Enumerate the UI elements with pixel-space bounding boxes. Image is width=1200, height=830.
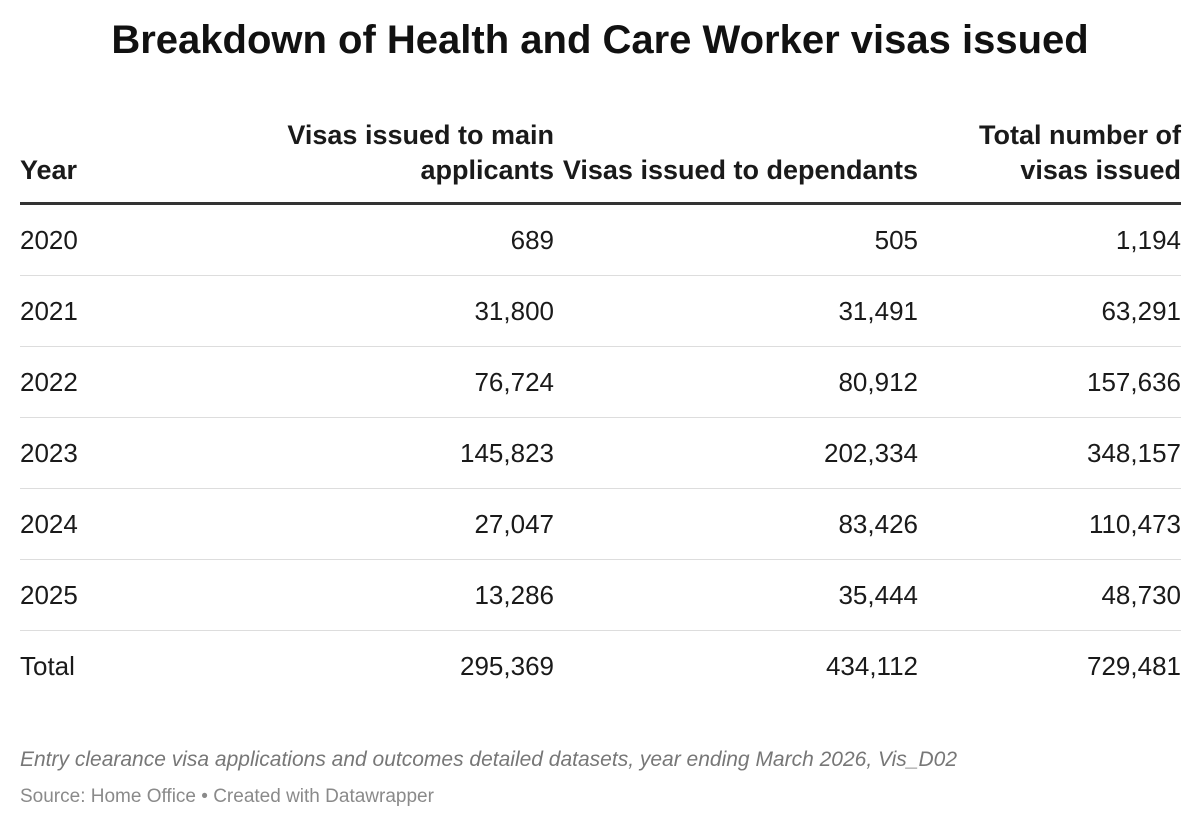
cell-year: 2023 [20,417,210,489]
cell-year: Total [20,650,75,681]
cell-main-applicants: 689 [210,203,554,276]
cell-dependants: 202,334 [554,417,918,489]
cell-year: 2024 [20,488,210,560]
cell-year: 2021 [20,275,210,347]
cell-total: 63,291 [918,275,1181,347]
cell-main-applicants: 31,800 [210,275,554,347]
table-row: 2021 31,800 31,491 63,291 [20,275,1181,347]
column-header-year: Year [20,118,210,205]
chart-notes: Entry clearance visa applications and ou… [20,748,958,771]
data-table: Year Visas issued to main applicants Vis… [20,118,1181,701]
cell-dependants: 83,426 [554,488,918,560]
table-header: Year Visas issued to main applicants Vis… [20,118,1181,205]
chart-source: Source: Home Office • Created with Dataw… [20,786,434,807]
cell-dependants: 505 [554,203,918,276]
cell-total: 110,473 [918,488,1181,560]
cell-main-applicants: 76,724 [210,346,554,418]
column-header-dependants: Visas issued to dependants [554,118,918,205]
cell-total: 729,481 [1087,650,1181,681]
cell-year: 2025 [20,559,210,631]
table-row: 2024 27,047 83,426 110,473 [20,488,1181,560]
cell-dependants: 35,444 [554,559,918,631]
chart-title: Breakdown of Health and Care Worker visa… [111,18,1089,62]
cell-total: 48,730 [918,559,1181,631]
table-row: 2025 13,286 35,444 48,730 [20,559,1181,631]
total-row: Total 295,369 434,112 729,481 [20,631,1181,702]
table-row: 2020 689 505 1,194 [20,203,1181,276]
cell-main-applicants: 295,369 [460,650,554,681]
table-row: 2023 145,823 202,334 348,157 [20,417,1181,489]
header-row: Year Visas issued to main applicants Vis… [20,118,1181,205]
column-header-main-applicants: Visas issued to main applicants [210,118,554,205]
table-row: 2022 76,724 80,912 157,636 [20,346,1181,418]
cell-main-applicants: 145,823 [210,417,554,489]
cell-year: 2022 [20,346,210,418]
cell-total: 157,636 [918,346,1181,418]
column-header-total: Total number of visas issued [918,118,1181,205]
cell-main-applicants: 13,286 [210,559,554,631]
cell-dependants: 80,912 [554,346,918,418]
cell-total: 1,194 [918,203,1181,276]
cell-dependants: 31,491 [554,275,918,347]
cell-dependants: 434,112 [825,650,918,681]
cell-total: 348,157 [918,417,1181,489]
table-body: 2020 689 505 1,194 2021 31,800 31,491 63,291 202… [20,203,1181,702]
cell-year: 2020 [20,203,210,276]
cell-main-applicants: 27,047 [210,488,554,560]
